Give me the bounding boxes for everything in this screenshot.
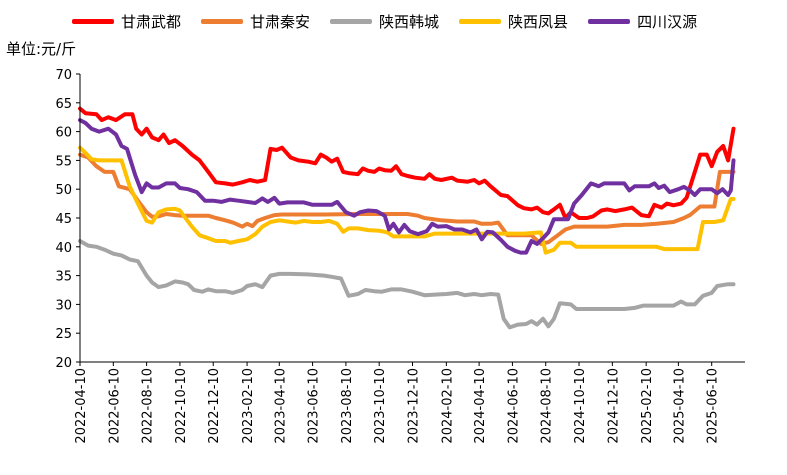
x-tick-label-2022-04-10: 2022-04-10: [74, 368, 89, 444]
series-line-5: [78, 118, 736, 255]
y-tick-label-20: 20: [55, 356, 72, 371]
legend-label-series-3: 陕西韩城: [379, 13, 440, 31]
y-tick-label-70: 70: [55, 68, 72, 83]
legend-label-series-5: 四川汉源: [637, 13, 698, 31]
series-line-3: [78, 239, 736, 330]
x-tick-label-2022-12-10: 2022-12-10: [207, 368, 222, 444]
legend-item-series-3: 陕西韩城: [330, 11, 439, 32]
legend-label-series-2: 甘肃秦安: [250, 13, 311, 31]
x-tick-label-2023-08-10: 2023-08-10: [340, 368, 355, 444]
x-tick-label-2023-12-10: 2023-12-10: [407, 368, 422, 444]
x-tick-label-2023-02-10: 2023-02-10: [241, 368, 256, 444]
x-tick-label-2024-06-10: 2024-06-10: [506, 368, 521, 444]
legend-swatch-series-2: [201, 19, 244, 24]
legend-label-series-4: 陕西凤县: [508, 13, 569, 31]
x-tick-label-2023-10-10: 2023-10-10: [373, 368, 388, 444]
chart-legend: 甘肃武都 甘肃秦安 陕西韩城 陕西凤县 四川汉源: [72, 11, 697, 32]
x-tick-label-2024-02-10: 2024-02-10: [440, 368, 455, 444]
y-tick-label-25: 25: [55, 327, 72, 342]
legend-item-series-4: 陕西凤县: [459, 11, 568, 32]
x-tick-label-2024-12-10: 2024-12-10: [606, 368, 621, 444]
y-tick-label-45: 45: [55, 212, 72, 227]
legend-swatch-series-4: [459, 19, 502, 24]
x-tick-label-2022-08-10: 2022-08-10: [141, 368, 156, 444]
x-tick-label-2025-02-10: 2025-02-10: [640, 368, 655, 444]
x-tick-label-2022-10-10: 2022-10-10: [174, 368, 189, 444]
x-tick-label-2024-04-10: 2024-04-10: [473, 368, 488, 444]
series-line-4: [78, 145, 736, 255]
legend-item-series-1: 甘肃武都: [72, 11, 181, 32]
x-tick-label-2024-10-10: 2024-10-10: [573, 368, 588, 444]
y-axis-unit-label: 单位:元/斤: [6, 40, 77, 58]
legend-label-series-1: 甘肃武都: [121, 13, 182, 31]
y-tick-label-60: 60: [55, 126, 72, 141]
legend-swatch-series-5: [588, 19, 631, 24]
x-tick-label-2022-06-10: 2022-06-10: [107, 368, 122, 444]
legend-item-series-2: 甘肃秦安: [201, 11, 310, 32]
legend-item-series-5: 四川汉源: [588, 11, 697, 32]
series-line-1: [78, 106, 736, 220]
y-tick-label-65: 65: [55, 97, 72, 112]
x-tick-label-2025-06-10: 2025-06-10: [706, 368, 721, 444]
y-tick-label-50: 50: [55, 183, 72, 198]
y-tick-label-30: 30: [55, 298, 72, 313]
x-tick-label-2024-08-10: 2024-08-10: [540, 368, 555, 444]
legend-swatch-series-1: [72, 19, 114, 24]
x-tick-label-2023-04-10: 2023-04-10: [273, 368, 288, 444]
y-tick-label-40: 40: [55, 241, 72, 256]
x-tick-label-2023-06-10: 2023-06-10: [307, 368, 322, 444]
legend-swatch-series-3: [330, 19, 373, 24]
x-tick-label-2025-04-10: 2025-04-10: [672, 368, 687, 444]
y-tick-label-35: 35: [55, 270, 72, 285]
y-tick-label-55: 55: [55, 154, 72, 169]
